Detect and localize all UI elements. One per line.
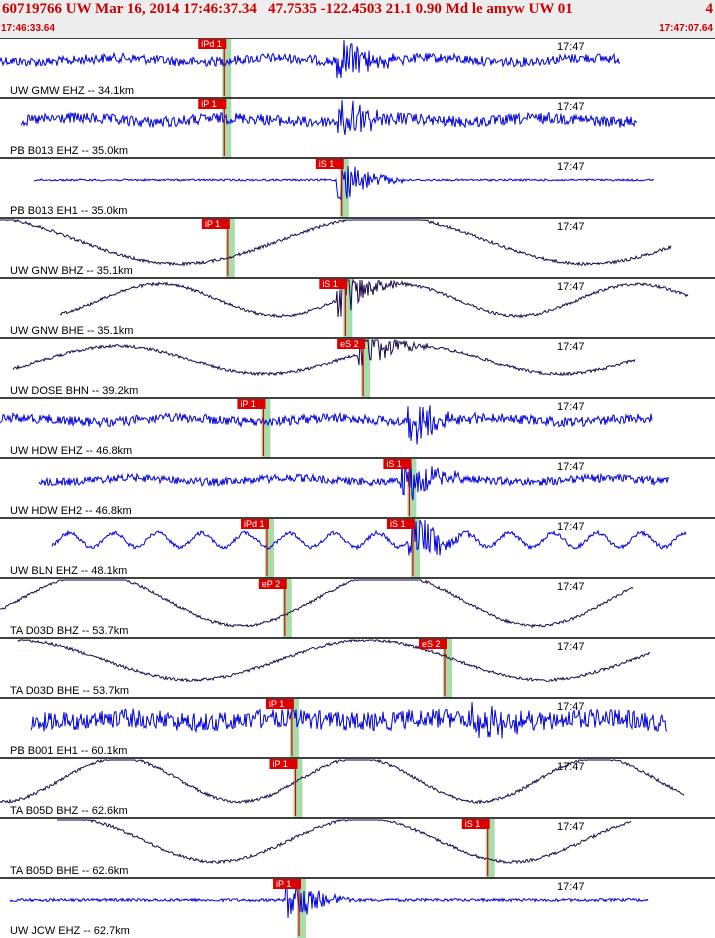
pick-tag: [265, 699, 294, 709]
trace-label: TA D03D BHZ -- 53.7km: [10, 625, 128, 637]
pick-label: iP 1: [276, 879, 291, 889]
trace-label: UW HDW EH2 -- 46.8km: [10, 505, 132, 517]
trace-label: UW HDW EHZ -- 46.8km: [10, 445, 132, 457]
pick-tag: [269, 759, 298, 769]
trace-label: PB B013 EHZ -- 35.0km: [10, 145, 128, 157]
window-start-time: 17:46:33.64: [1, 23, 55, 34]
page-number: 4: [705, 1, 714, 17]
trace-label: TA B05D BHE -- 62.6km: [10, 865, 128, 877]
trace-label: TA B05D BHZ -- 62.6km: [10, 805, 128, 817]
waveform-trace: [30, 702, 668, 739]
waveform-trace: [0, 579, 634, 629]
event-title: 60719766 UW Mar 16, 2014 17:46:37.34 47.…: [2, 1, 573, 17]
waveform-trace: [20, 99, 638, 135]
pick-label: iS 1: [386, 459, 402, 469]
trace-label: UW GNW BHZ -- 35.1km: [10, 265, 133, 277]
trace-label: UW DOSE BHN -- 39.2km: [10, 385, 138, 397]
waveform-trace: [0, 758, 685, 805]
pick-tag: [337, 339, 366, 349]
pick-label: eP 2: [262, 579, 280, 589]
minute-label: 17:47: [557, 221, 585, 233]
waveform-trace: [57, 819, 632, 865]
pick-tag: [241, 519, 269, 529]
minute-label: 17:47: [557, 881, 585, 893]
minute-label: 17:47: [557, 101, 585, 113]
minute-label: 17:47: [557, 701, 585, 713]
waveform-trace: [17, 638, 651, 683]
minute-label: 17:47: [557, 41, 585, 53]
waveform-trace: [51, 519, 687, 556]
minute-label: 17:47: [557, 461, 585, 473]
pick-tag: [383, 459, 412, 469]
trace-label: UW BLN EHZ -- 48.1km: [10, 565, 127, 577]
pick-label: iP 1: [272, 759, 287, 769]
event-header: 60719766 UW Mar 16, 2014 17:46:37.34 47.…: [0, 0, 715, 38]
arrival-window: [343, 279, 353, 338]
waveform-trace: [12, 338, 636, 377]
pick-tag: [461, 819, 490, 829]
trace-label: UW JCW EHZ -- 62.7km: [10, 925, 130, 937]
arrival-window: [261, 399, 271, 458]
arrival-window: [410, 519, 420, 578]
trace-label: TA D03D BHE -- 53.7km: [10, 685, 129, 697]
arrival-window: [222, 99, 232, 158]
minute-label: 17:47: [557, 161, 585, 173]
arrival-window: [282, 579, 292, 638]
pick-tag: [258, 579, 287, 589]
pick-label: iS 1: [319, 159, 335, 169]
arrival-window: [293, 759, 303, 818]
waveform-trace: [38, 461, 670, 501]
pick-tag: [201, 219, 230, 229]
arrival-window: [361, 339, 371, 398]
window-end-time: 17:47:07.64: [659, 23, 713, 34]
waveform-trace: [33, 166, 655, 201]
pick-tag: [386, 519, 415, 529]
waveform-trace: [0, 39, 621, 79]
trace-label: PB B001 EH1 -- 60.1km: [10, 745, 127, 757]
arrival-window: [485, 819, 495, 878]
waveform-trace: [0, 219, 672, 267]
pick-tag: [319, 279, 348, 289]
minute-label: 17:47: [557, 521, 585, 533]
pick-label: iS 1: [390, 519, 406, 529]
arrival-window: [339, 159, 349, 218]
pick-tag: [237, 399, 266, 409]
pick-tag: [198, 99, 227, 109]
minute-label: 17:47: [557, 581, 585, 593]
minute-label: 17:47: [557, 281, 585, 293]
arrival-window: [443, 639, 452, 698]
seismogram-panel: iPd 1 17:47 UW GMW EHZ -- 34.1km iP 1 17:47 P…: [0, 38, 715, 938]
pick-label: iS 1: [322, 279, 338, 289]
pick-tag: [273, 879, 302, 889]
waveform-trace: [59, 278, 689, 319]
pick-tag: [315, 159, 344, 169]
pick-label: iPd 1: [201, 39, 222, 49]
minute-label: 17:47: [557, 641, 585, 653]
pick-tag: [198, 39, 227, 49]
minute-label: 17:47: [557, 341, 585, 353]
minute-label: 17:47: [557, 821, 585, 833]
minute-label: 17:47: [557, 401, 585, 413]
trace-label: UW GNW BHE -- 35.1km: [10, 325, 133, 337]
pick-label: iPd 1: [244, 519, 265, 529]
pick-label: iP 1: [240, 399, 255, 409]
pick-label: eS 2: [422, 639, 441, 649]
pick-label: iP 1: [269, 699, 284, 709]
arrival-window: [225, 219, 235, 278]
waveform-trace: [0, 405, 653, 445]
pick-label: iP 1: [201, 99, 216, 109]
pick-tag: [419, 639, 447, 649]
trace-label: PB B013 EH1 -- 35.0km: [10, 205, 127, 217]
waveform-trace: [9, 881, 649, 918]
pick-label: eS 2: [340, 339, 359, 349]
minute-label: 17:47: [557, 761, 585, 773]
arrival-window: [289, 699, 299, 758]
trace-label: UW GMW EHZ -- 34.1km: [10, 85, 134, 97]
arrival-window: [222, 39, 232, 98]
pick-label: iP 1: [205, 219, 220, 229]
pick-label: iS 1: [465, 819, 481, 829]
